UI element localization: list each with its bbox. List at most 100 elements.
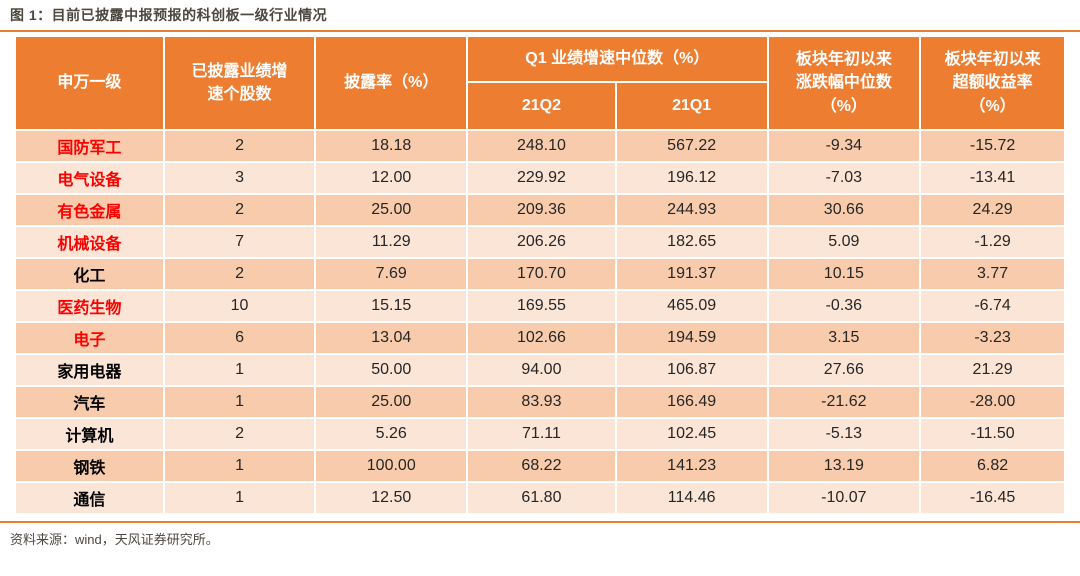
table-row: 计算机 2 5.26 71.11 102.45 -5.13 -11.50 [14, 417, 1066, 451]
q2-growth-cell: 170.70 [466, 257, 617, 291]
table-row: 电气设备 3 12.00 229.92 196.12 -7.03 -13.41 [14, 161, 1066, 195]
q1-growth-cell: 141.23 [614, 449, 769, 483]
disclosed-count-cell: 2 [162, 129, 317, 163]
header-ytd-excess-return: 板块年初以来 超额收益率 （%） [919, 35, 1066, 131]
ytd-change-cell: -21.62 [766, 385, 922, 419]
table-row: 电子 6 13.04 102.66 194.59 3.15 -3.23 [14, 321, 1066, 355]
disclosure-rate-cell: 11.29 [314, 225, 469, 259]
disclosed-count-cell: 1 [162, 449, 317, 483]
ytd-change-cell: 3.15 [766, 321, 922, 355]
source-note: 资料来源：wind，天风证券研究所。 [10, 532, 219, 547]
disclosed-count-cell: 10 [162, 289, 317, 323]
table-row: 有色金属 2 25.00 209.36 244.93 30.66 24.29 [14, 193, 1066, 227]
ytd-excess-cell: -6.74 [919, 289, 1066, 323]
disclosed-count-cell: 2 [162, 257, 317, 291]
ytd-change-cell: -7.03 [766, 161, 922, 195]
q2-growth-cell: 102.66 [466, 321, 617, 355]
q1-growth-cell: 567.22 [614, 129, 769, 163]
ytd-excess-cell: -16.45 [919, 481, 1066, 515]
industry-cell: 通信 [14, 481, 165, 515]
q2-growth-cell: 206.26 [466, 225, 617, 259]
industry-cell: 计算机 [14, 417, 165, 451]
ytd-change-cell: -9.34 [766, 129, 922, 163]
table-row: 汽车 1 25.00 83.93 166.49 -21.62 -28.00 [14, 385, 1066, 419]
disclosure-rate-cell: 18.18 [314, 129, 469, 163]
q1-growth-cell: 244.93 [614, 193, 769, 227]
ytd-change-cell: 30.66 [766, 193, 922, 227]
table-header: 申万一级 已披露业绩增 速个股数 披露率（%） Q1 业绩增速中位数（%） 板块… [14, 35, 1066, 131]
disclosure-rate-cell: 12.50 [314, 481, 469, 515]
industry-cell: 家用电器 [14, 353, 165, 387]
industry-cell: 电气设备 [14, 161, 165, 195]
disclosure-rate-cell: 5.26 [314, 417, 469, 451]
disclosure-rate-cell: 13.04 [314, 321, 469, 355]
ytd-change-cell: -5.13 [766, 417, 922, 451]
industry-cell: 钢铁 [14, 449, 165, 483]
table-row: 医药生物 10 15.15 169.55 465.09 -0.36 -6.74 [14, 289, 1066, 323]
header-21q1: 21Q1 [614, 81, 769, 131]
q1-growth-cell: 465.09 [614, 289, 769, 323]
disclosure-rate-cell: 15.15 [314, 289, 469, 323]
table-body: 国防军工 2 18.18 248.10 567.22 -9.34 -15.72 … [14, 129, 1066, 515]
ytd-excess-cell: 24.29 [919, 193, 1066, 227]
ytd-excess-cell: -28.00 [919, 385, 1066, 419]
header-disclosed-count: 已披露业绩增 速个股数 [162, 35, 317, 131]
industry-cell: 国防军工 [14, 129, 165, 163]
ytd-excess-cell: 6.82 [919, 449, 1066, 483]
industry-cell: 机械设备 [14, 225, 165, 259]
q2-growth-cell: 248.10 [466, 129, 617, 163]
disclosed-count-cell: 2 [162, 417, 317, 451]
q1-growth-cell: 106.87 [614, 353, 769, 387]
q2-growth-cell: 94.00 [466, 353, 617, 387]
table-row: 家用电器 1 50.00 94.00 106.87 27.66 21.29 [14, 353, 1066, 387]
ytd-change-cell: 5.09 [766, 225, 922, 259]
header-ytd-median-change: 板块年初以来 涨跌幅中位数 （%） [766, 35, 922, 131]
ytd-change-cell: 27.66 [766, 353, 922, 387]
industry-cell: 医药生物 [14, 289, 165, 323]
disclosed-count-cell: 1 [162, 385, 317, 419]
table-row: 钢铁 1 100.00 68.22 141.23 13.19 6.82 [14, 449, 1066, 483]
ytd-change-cell: -10.07 [766, 481, 922, 515]
ytd-excess-cell: -3.23 [919, 321, 1066, 355]
q2-growth-cell: 68.22 [466, 449, 617, 483]
industry-cell: 汽车 [14, 385, 165, 419]
q2-growth-cell: 209.36 [466, 193, 617, 227]
q2-growth-cell: 61.80 [466, 481, 617, 515]
disclosure-rate-cell: 50.00 [314, 353, 469, 387]
ytd-excess-cell: 21.29 [919, 353, 1066, 387]
disclosure-rate-cell: 25.00 [314, 385, 469, 419]
q1-growth-cell: 182.65 [614, 225, 769, 259]
table-row: 通信 1 12.50 61.80 114.46 -10.07 -16.45 [14, 481, 1066, 515]
industry-cell: 化工 [14, 257, 165, 291]
disclosed-count-cell: 1 [162, 481, 317, 515]
ytd-change-cell: 10.15 [766, 257, 922, 291]
industry-cell: 电子 [14, 321, 165, 355]
disclosure-rate-cell: 25.00 [314, 193, 469, 227]
header-industry: 申万一级 [14, 35, 165, 131]
header-21q2: 21Q2 [466, 81, 617, 131]
ytd-excess-cell: 3.77 [919, 257, 1066, 291]
ytd-change-cell: 13.19 [766, 449, 922, 483]
disclosed-count-cell: 3 [162, 161, 317, 195]
title-divider-line [0, 30, 1080, 32]
q1-growth-cell: 196.12 [614, 161, 769, 195]
q2-growth-cell: 83.93 [466, 385, 617, 419]
ytd-change-cell: -0.36 [766, 289, 922, 323]
disclosed-count-cell: 1 [162, 353, 317, 387]
industry-data-table: 申万一级 已披露业绩增 速个股数 披露率（%） Q1 业绩增速中位数（%） 板块… [14, 35, 1066, 515]
disclosure-rate-cell: 7.69 [314, 257, 469, 291]
q1-growth-cell: 102.45 [614, 417, 769, 451]
disclosure-rate-cell: 12.00 [314, 161, 469, 195]
footer-divider-line [0, 521, 1080, 523]
q1-growth-cell: 194.59 [614, 321, 769, 355]
disclosed-count-cell: 6 [162, 321, 317, 355]
table-row: 化工 2 7.69 170.70 191.37 10.15 3.77 [14, 257, 1066, 291]
disclosure-rate-cell: 100.00 [314, 449, 469, 483]
industry-table-container: 申万一级 已披露业绩增 速个股数 披露率（%） Q1 业绩增速中位数（%） 板块… [14, 35, 1066, 515]
header-q1-growth-group: Q1 业绩增速中位数（%） [466, 35, 769, 83]
q1-growth-cell: 191.37 [614, 257, 769, 291]
table-row: 国防军工 2 18.18 248.10 567.22 -9.34 -15.72 [14, 129, 1066, 163]
figure-title: 图 1：目前已披露中报预报的科创板一级行业情况 [10, 7, 328, 23]
q2-growth-cell: 169.55 [466, 289, 617, 323]
